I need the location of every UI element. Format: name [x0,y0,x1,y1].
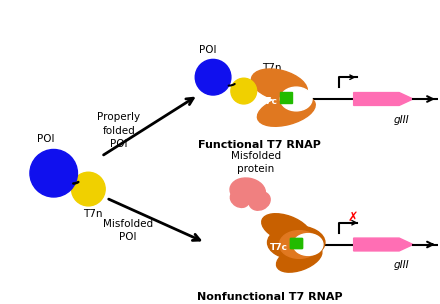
Circle shape [72,172,105,206]
Ellipse shape [231,191,249,207]
Ellipse shape [230,178,265,204]
Ellipse shape [251,69,308,101]
Text: ✗: ✗ [348,211,358,224]
Text: Misfolded
protein: Misfolded protein [231,151,281,174]
Text: POI: POI [37,133,55,143]
Ellipse shape [293,233,323,255]
Text: Nonfunctional T7 RNAP: Nonfunctional T7 RNAP [197,292,342,302]
Text: Functional T7 RNAP: Functional T7 RNAP [198,140,321,150]
Text: Misfolded
POI: Misfolded POI [103,219,153,242]
Ellipse shape [280,87,312,111]
Text: T7n: T7n [261,63,281,73]
Circle shape [195,59,231,95]
Bar [280,92,292,103]
Ellipse shape [276,244,322,272]
Ellipse shape [249,192,270,210]
FancyArrow shape [354,238,413,251]
Text: T7c: T7c [269,243,287,252]
Text: POI: POI [199,45,217,55]
Ellipse shape [268,226,325,259]
Ellipse shape [299,236,321,254]
Ellipse shape [262,214,311,244]
Text: T7c: T7c [260,98,278,106]
FancyArrow shape [354,92,413,105]
Ellipse shape [257,95,315,126]
Text: gIII: gIII [393,260,409,270]
Text: gIII: gIII [393,115,409,125]
Text: T7n: T7n [84,209,103,219]
Circle shape [231,78,257,104]
Circle shape [30,150,77,197]
Bar [290,238,302,248]
Text: Properly
folded
POI: Properly folded POI [98,112,141,149]
Bar [290,238,302,248]
Ellipse shape [279,231,319,258]
